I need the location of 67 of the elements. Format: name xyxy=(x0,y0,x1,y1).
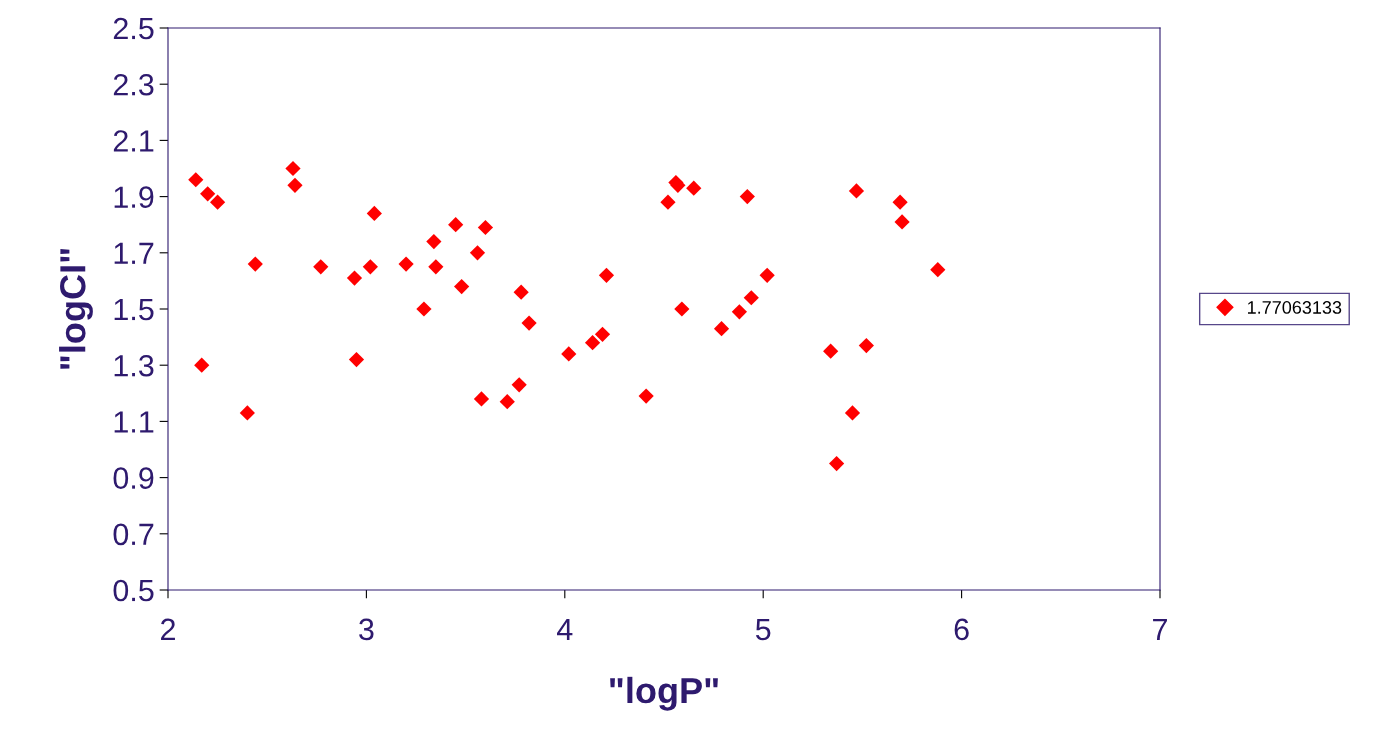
x-tick-label: 4 xyxy=(557,618,573,640)
point xyxy=(247,256,263,272)
point xyxy=(200,186,216,202)
point xyxy=(287,177,303,193)
x-tick-label: 7 xyxy=(1153,618,1167,640)
y-axis-title: "logCI" xyxy=(59,249,93,369)
point xyxy=(477,219,494,236)
x-tick-label: 6 xyxy=(954,618,969,641)
point xyxy=(346,270,363,286)
point xyxy=(731,304,747,320)
y-tick-label: 0.7 xyxy=(113,523,154,546)
y-tick-label: 1.3 xyxy=(114,354,154,377)
point xyxy=(594,326,611,342)
point xyxy=(823,343,839,359)
point xyxy=(739,188,755,205)
point xyxy=(521,315,537,331)
point xyxy=(426,233,442,250)
point xyxy=(448,217,464,233)
point xyxy=(674,301,690,317)
point xyxy=(454,278,470,295)
point xyxy=(892,194,908,210)
y-tick-label: 1.7 xyxy=(114,242,154,264)
x-tick-label: 3 xyxy=(359,618,374,641)
x-tick-label: 2 xyxy=(161,618,175,640)
x-tick-label: 5 xyxy=(755,618,771,641)
point xyxy=(362,259,378,275)
point xyxy=(713,321,730,337)
point xyxy=(499,394,515,410)
point xyxy=(660,194,676,210)
point xyxy=(366,205,382,222)
point xyxy=(239,405,255,421)
point xyxy=(285,160,301,177)
point xyxy=(743,290,759,306)
point xyxy=(848,183,865,199)
point xyxy=(313,259,329,275)
point xyxy=(511,377,527,393)
point xyxy=(829,455,845,472)
x-axis-title: "logP" xyxy=(610,676,718,711)
point xyxy=(598,267,615,283)
point xyxy=(428,259,444,275)
point xyxy=(584,335,601,351)
point xyxy=(416,301,432,317)
point xyxy=(473,391,490,407)
y-tick-label: 2.5 xyxy=(113,17,154,40)
y-tick-label: 0.9 xyxy=(113,467,154,489)
y-tick-label: 1.9 xyxy=(114,186,154,208)
point xyxy=(348,351,365,368)
y-tick-label: 0.5 xyxy=(113,579,154,602)
point xyxy=(188,172,204,188)
point xyxy=(194,357,210,373)
y-tick-label: 2.1 xyxy=(113,130,154,152)
point xyxy=(513,284,529,300)
point xyxy=(469,245,486,261)
point xyxy=(894,214,910,230)
point xyxy=(398,256,414,272)
point xyxy=(858,337,874,354)
y-tick-label: 2.3 xyxy=(113,73,154,96)
point xyxy=(686,180,702,196)
point xyxy=(930,262,946,278)
point xyxy=(638,388,654,404)
point xyxy=(561,346,577,362)
point xyxy=(844,405,861,421)
legend-label: 1.77063133 xyxy=(1248,301,1342,314)
point xyxy=(209,194,226,210)
y-tick-label: 1.5 xyxy=(114,299,154,321)
y-tick-label: 1.1 xyxy=(114,411,154,433)
point xyxy=(759,267,775,283)
